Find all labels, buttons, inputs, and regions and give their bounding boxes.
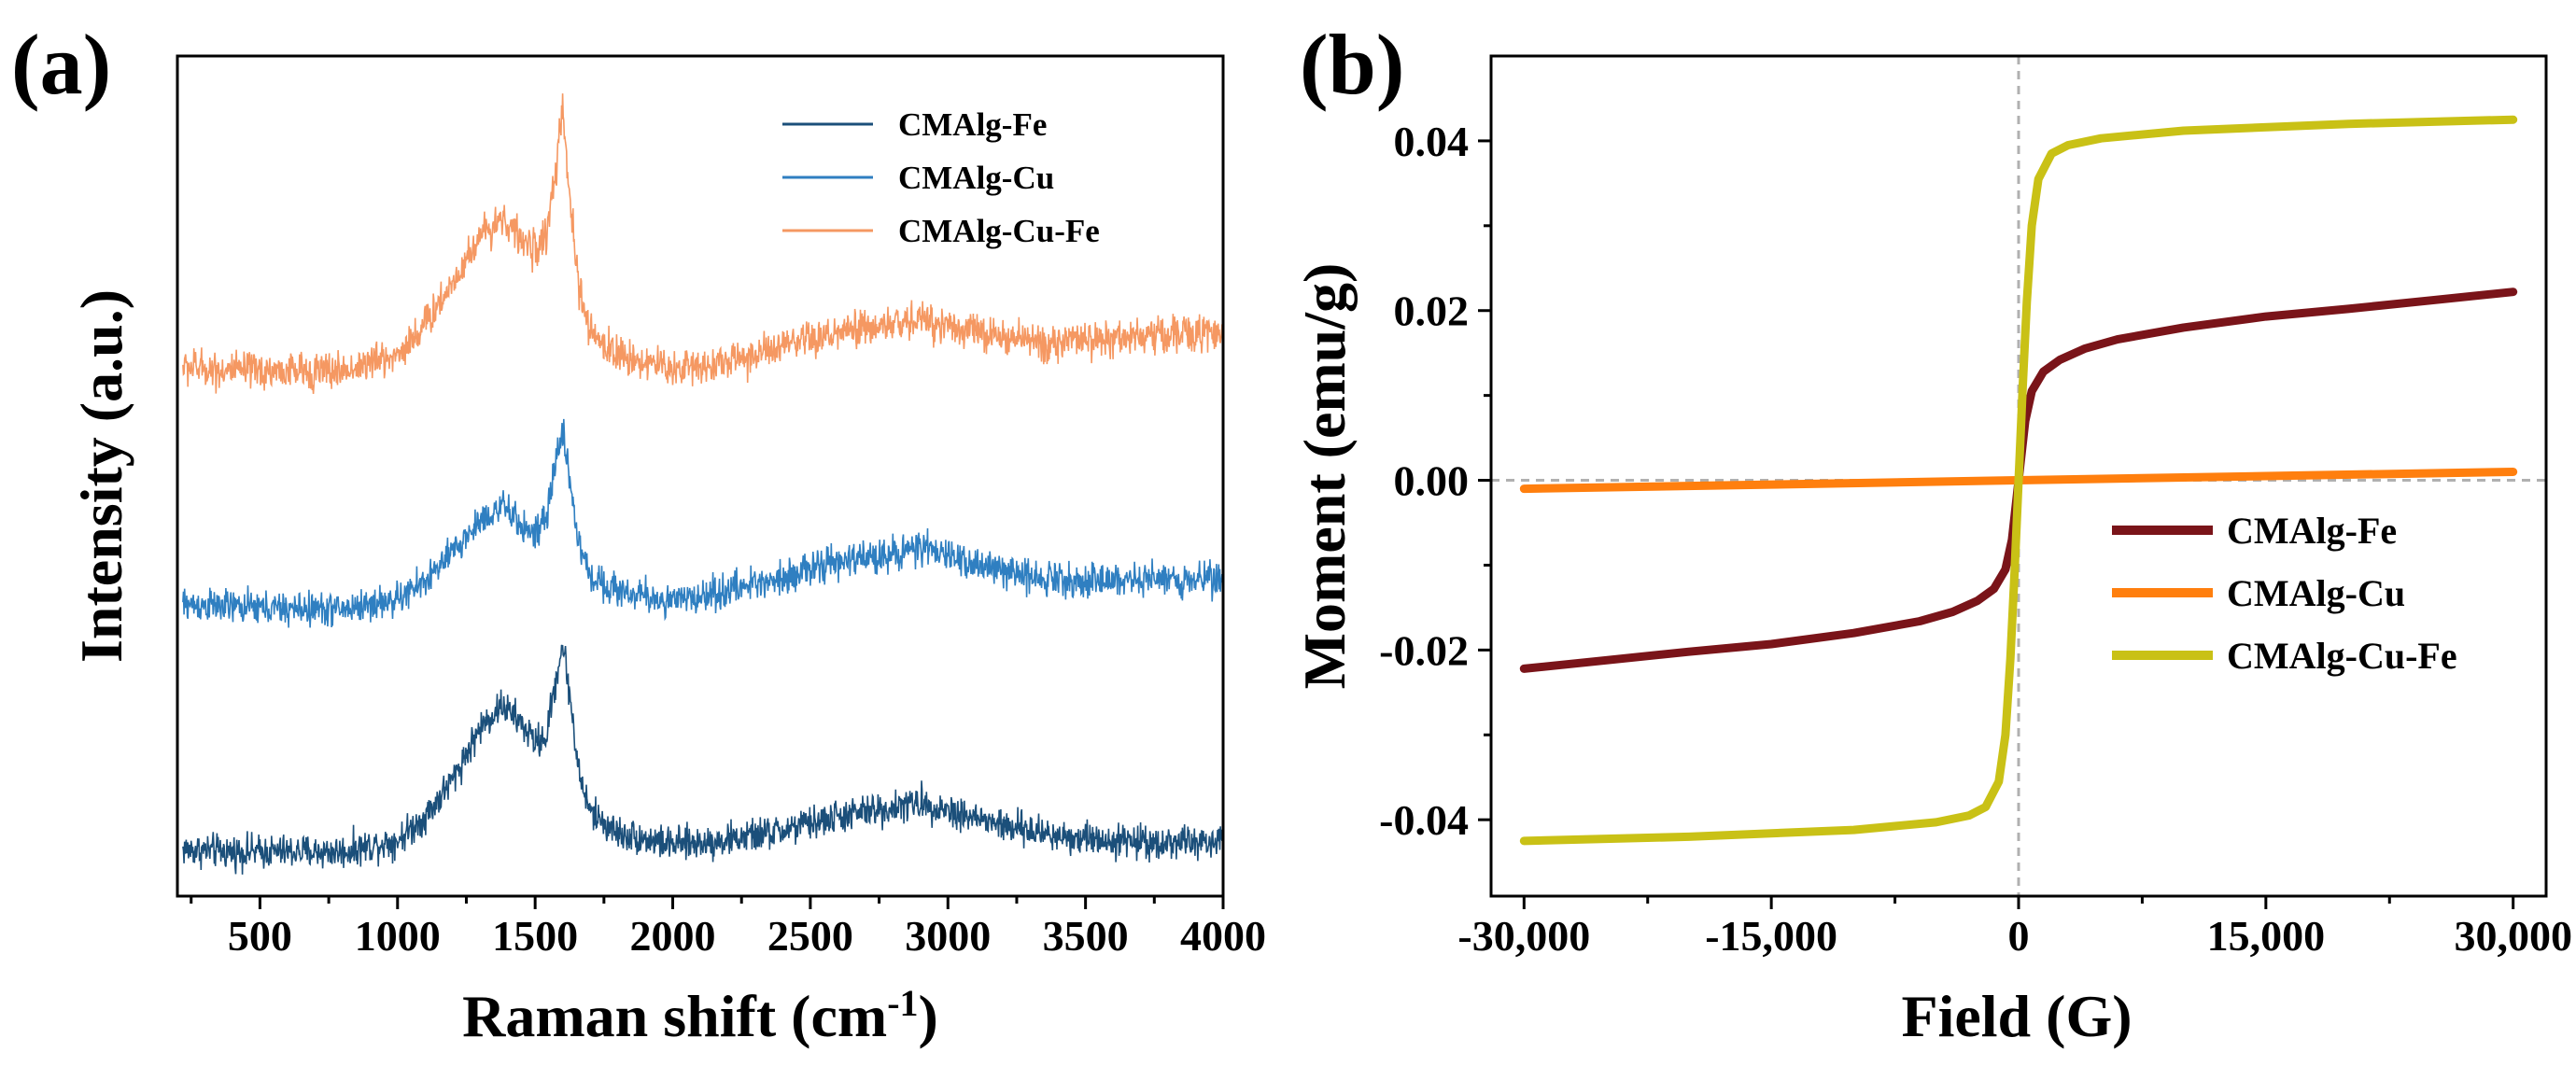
raman-series-cmalg-fe	[182, 644, 1224, 875]
raman-plot-frame	[176, 54, 1225, 898]
raman-legend: CMAlg-Fe CMAlg-Cu CMAlg-Cu-Fe	[782, 106, 1100, 249]
panel-a-label: (a)	[11, 17, 111, 112]
magnetization-y-tick-label: -0.04	[1379, 796, 1469, 844]
raman-series-cmalg-cu	[182, 418, 1224, 628]
magnetization-x-tick-label-0: 0	[2008, 912, 2030, 960]
raman-x-tick-label-3000: 3000	[905, 912, 991, 960]
magnetization-legend-label-cmalg-cu: CMAlg-Cu	[2227, 572, 2405, 614]
raman-x-ticks: 500 1000 1500 2000 2500 3000 3500 4000	[190, 896, 1266, 960]
raman-x-tick-label-4000: 4000	[1180, 912, 1266, 960]
raman-x-tick-label-1000: 1000	[355, 912, 441, 960]
magnetization-legend: CMAlg-Fe CMAlg-Cu CMAlg-Cu-Fe	[2112, 510, 2457, 677]
raman-series-group	[182, 93, 1224, 875]
magnetization-series-cmalg-cu-fe	[1519, 115, 2518, 846]
raman-x-tick-label-2000: 2000	[630, 912, 716, 960]
magnetization-y-tick-label: 0.02	[1394, 288, 1470, 335]
raman-panel: (a) 500 1000 1500 2000 2500 3000 3500 4000 Inte…	[11, 17, 1266, 1049]
raman-x-axis-title-close: )	[919, 983, 938, 1049]
panel-b-label: (b)	[1300, 17, 1404, 112]
magnetization-x-tick-label-30000: 30,000	[2454, 912, 2572, 960]
raman-legend-label-cmalg-cu: CMAlg-Cu	[898, 160, 1054, 196]
magnetization-x-ticks: -30,000 -15,000 0 15,000 30,000	[1457, 896, 2572, 960]
magnetization-y-axis-title: Moment (emu/g)	[1291, 263, 1358, 690]
raman-x-axis-title-sup: -1	[887, 982, 918, 1024]
raman-y-axis-title: Intensity (a.u.)	[68, 289, 134, 663]
magnetization-y-tick-label: 0.04	[1394, 118, 1470, 165]
magnetization-panel: (b) -30,000 -15,000 0 15,000 30,000 -0.04-0.…	[1291, 17, 2572, 1049]
magnetization-x-tick-label--15000: -15,000	[1705, 912, 1837, 960]
magnetization-y-ticks: -0.04 -0.02 0.00 0.02 0.04	[1379, 118, 1491, 844]
raman-x-tick-label-2500: 2500	[767, 912, 853, 960]
magnetization-y-tick-label: 0.00	[1394, 457, 1470, 505]
raman-x-axis-title: Raman shift (cm-1)	[462, 982, 938, 1050]
magnetization-series-group	[1519, 115, 2518, 846]
raman-legend-label-cmalg-fe: CMAlg-Fe	[898, 106, 1047, 143]
magnetization-legend-label-cmalg-fe: CMAlg-Fe	[2227, 510, 2397, 552]
raman-legend-label-cmalg-cu-fe: CMAlg-Cu-Fe	[898, 213, 1100, 249]
magnetization-x-tick-label-15000: 15,000	[2207, 912, 2326, 960]
raman-x-axis-title-main: Raman shift (cm	[462, 983, 887, 1049]
magnetization-x-tick-label--30000: -30,000	[1457, 912, 1590, 960]
raman-series-cmalg-cu-fe	[182, 93, 1224, 394]
raman-x-tick-label-500: 500	[228, 912, 292, 960]
raman-x-tick-label-3500: 3500	[1043, 912, 1129, 960]
magnetization-legend-label-cmalg-cu-fe: CMAlg-Cu-Fe	[2227, 635, 2457, 677]
magnetization-x-axis-title: Field (G)	[1901, 983, 2132, 1049]
magnetization-y-tick-label: -0.02	[1379, 626, 1469, 674]
raman-x-tick-label-1500: 1500	[492, 912, 578, 960]
